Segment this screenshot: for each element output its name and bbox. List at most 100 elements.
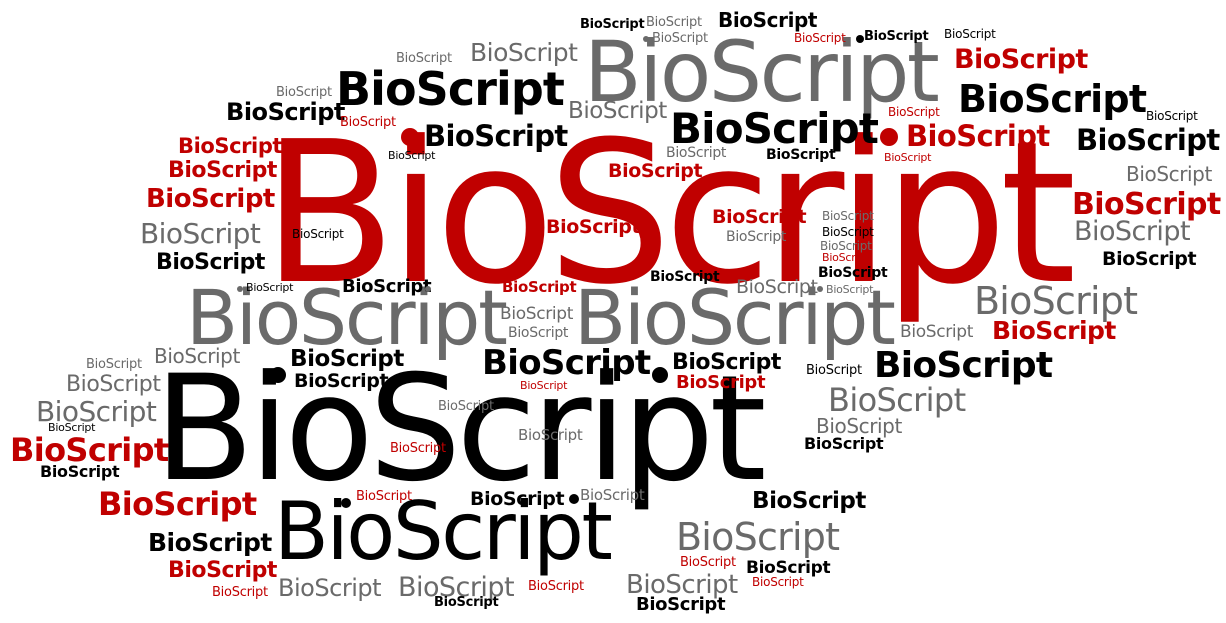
- cloud-word: BioScript: [804, 434, 884, 453]
- cloud-word: BioScript: [168, 558, 278, 583]
- cloud-word: BioScript: [954, 44, 1088, 75]
- cloud-word: BioScript: [186, 273, 508, 362]
- cloud-word: BioScript: [274, 485, 613, 578]
- cloud-word: BioScript: [718, 8, 818, 32]
- cloud-word: BioScript: [626, 570, 738, 600]
- cloud-word: BioScript: [652, 31, 708, 46]
- cloud-word: BioScript: [156, 250, 266, 275]
- cloud-word: BioScript: [672, 350, 782, 375]
- cloud-word: BioScript: [278, 574, 382, 602]
- cloud-word: BioScript: [992, 316, 1116, 345]
- cloud-word: BioScript: [766, 147, 836, 163]
- cloud-word: BioScript: [262, 100, 1077, 328]
- cloud-word: BioScript: [670, 104, 879, 153]
- cloud-word: BioScript: [822, 225, 874, 239]
- cloud-word: BioScript: [958, 77, 1147, 121]
- cloud-word: BioScript: [974, 279, 1138, 323]
- cloud-word: BioScript: [874, 345, 1053, 386]
- cloud-word: BioScript: [98, 485, 257, 523]
- cloud-word: BioScript: [520, 379, 568, 392]
- cloud-word: BioScript: [1072, 187, 1221, 222]
- cloud-word: BioScript: [906, 119, 1050, 153]
- cloud-word: BioScript: [1146, 109, 1198, 123]
- cloud-word: BioScript: [482, 343, 651, 383]
- cloud-word: BioScript: [168, 158, 278, 183]
- cloud-word: BioScript: [752, 488, 866, 514]
- cloud-word: BioScript: [794, 31, 846, 45]
- cloud-word: BioScript: [636, 594, 726, 615]
- cloud-word: BioScript: [36, 395, 157, 428]
- cloud-word: BioScript: [736, 276, 818, 298]
- cloud-word: BioScript: [568, 98, 667, 124]
- cloud-word: BioScript: [546, 216, 641, 238]
- cloud-word: BioScript: [828, 381, 966, 419]
- cloud-word: BioScript: [290, 346, 404, 372]
- cloud-word: BioScript: [1074, 216, 1191, 247]
- cloud-word: BioScript: [470, 488, 565, 510]
- cloud-word: BioScript: [388, 149, 436, 162]
- cloud-word: BioScript: [746, 558, 831, 578]
- cloud-word: BioScript: [726, 229, 787, 245]
- cloud-word: BioScript: [888, 105, 940, 119]
- cloud-word: BioScript: [528, 579, 584, 594]
- cloud-word: BioScript: [818, 265, 888, 281]
- cloud-word: BioScript: [518, 426, 583, 444]
- cloud-word: BioScript: [822, 209, 874, 223]
- cloud-word: BioScript: [154, 344, 240, 368]
- cloud-word: BioScript: [396, 51, 452, 66]
- cloud-word: BioScript: [676, 372, 766, 393]
- cloud-word: BioScript: [580, 17, 645, 32]
- cloud-word: BioScript: [390, 441, 446, 456]
- cloud-word: BioScript: [864, 29, 929, 44]
- cloud-word: BioScript: [608, 160, 703, 182]
- cloud-word: BioScript: [148, 528, 272, 557]
- cloud-word: BioScript: [666, 145, 727, 161]
- cloud-word: BioScript: [438, 399, 494, 414]
- cloud-word: BioScript: [424, 119, 568, 153]
- cloud-word: BioScript: [1126, 162, 1212, 186]
- cloud-word: BioScript: [66, 372, 161, 397]
- cloud-word: BioScript: [434, 595, 499, 610]
- cloud-word: BioScript: [816, 414, 902, 438]
- cloud-word: BioScript: [146, 184, 275, 214]
- cloud-word: BioScript: [356, 489, 412, 504]
- cloud-word: BioScript: [820, 239, 872, 253]
- cloud-word: BioScript: [40, 462, 120, 481]
- cloud-word: BioScript: [1076, 123, 1220, 157]
- cloud-word: BioScript: [140, 217, 261, 250]
- cloud-word: BioScript: [340, 115, 396, 130]
- cloud-word: BioScript: [294, 370, 389, 392]
- cloud-word: BioScript: [806, 363, 862, 378]
- cloud-word: BioScript: [246, 281, 294, 294]
- cloud-word: BioScript: [646, 15, 702, 30]
- cloud-word: BioScript: [154, 344, 767, 514]
- cloud-word: BioScript: [1102, 248, 1197, 270]
- cloud-word: BioScript: [574, 273, 896, 362]
- cloud-word: BioScript: [676, 515, 840, 559]
- cloud-word: BioScript: [226, 98, 345, 126]
- cloud-word: BioScript: [584, 23, 940, 121]
- cloud-word: BioScript: [508, 325, 569, 341]
- cloud-word: BioScript: [650, 269, 720, 285]
- cloud-word: BioScript: [752, 575, 804, 589]
- cloud-word: BioScript: [48, 421, 96, 434]
- cloud-word: BioScript: [10, 431, 169, 469]
- cloud-word: BioScript: [680, 555, 736, 570]
- cloud-word: BioScript: [826, 283, 874, 296]
- cloud-word: BioScript: [178, 134, 283, 158]
- cloud-word: BioScript: [398, 572, 515, 603]
- cloud-word: BioScript: [944, 27, 996, 41]
- cloud-word: BioScript: [502, 278, 577, 296]
- cloud-word: BioScript: [884, 151, 932, 164]
- cloud-word: BioScript: [86, 357, 142, 372]
- cloud-word: BioScript: [276, 85, 332, 100]
- cloud-word: BioScript: [580, 486, 645, 504]
- cloud-word: BioScript: [900, 322, 974, 342]
- cloud-word: BioScript: [470, 38, 578, 67]
- cloud-word: BioScript: [342, 276, 432, 297]
- cloud-word: BioScript: [212, 585, 268, 600]
- cloud-word: BioScript: [822, 251, 870, 264]
- cloud-word: BioScript: [292, 227, 344, 241]
- cloud-word: BioScript: [336, 62, 565, 116]
